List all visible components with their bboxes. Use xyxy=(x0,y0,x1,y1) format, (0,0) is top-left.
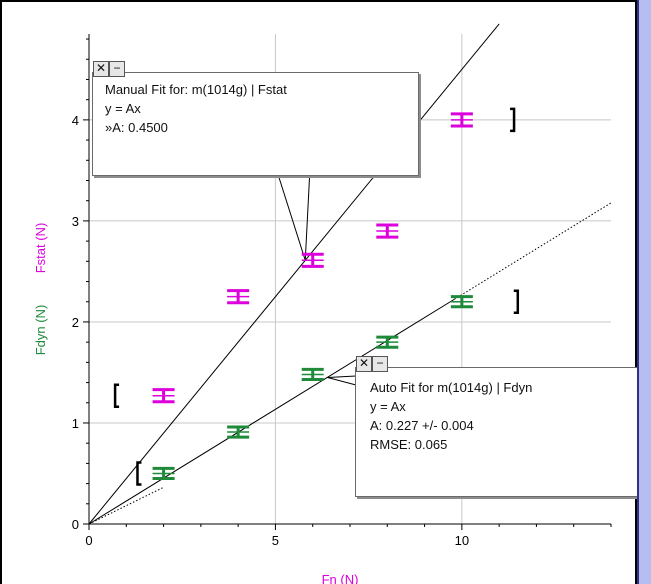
y-axis-label-fstat: Fstat (N) xyxy=(33,223,48,274)
data-points xyxy=(152,112,473,481)
window-side-strip xyxy=(637,0,651,584)
axes: 0 5 10 0 1 2 3 4 xyxy=(72,34,612,548)
range-bracket-left xyxy=(136,461,142,486)
manual-fit-title: Manual Fit for: m(1014g) | Fstat xyxy=(105,82,287,97)
fdyn-data-point xyxy=(301,367,324,382)
auto-fit-line-extension xyxy=(454,202,612,300)
close-icon[interactable]: ✕ xyxy=(356,356,372,372)
auto-fit-box-controls: ✕ − xyxy=(356,356,388,372)
x-axis-label: Fn (N) xyxy=(322,572,359,584)
manual-fit-equation: y = Ax xyxy=(105,101,141,116)
y-tick-label: 1 xyxy=(72,416,79,431)
auto-fit-rmse: RMSE: 0.065 xyxy=(370,437,448,452)
fdyn-data-point xyxy=(227,425,250,439)
y-tick-label: 0 xyxy=(72,517,79,532)
fdyn-data-point xyxy=(450,295,473,309)
y-axis-label-fdyn: Fdyn (N) xyxy=(33,305,48,356)
range-bracket-left xyxy=(113,383,120,408)
auto-fit-pointer xyxy=(327,377,357,386)
y-axis-labels: Fdyn (N) Fstat (N) xyxy=(33,223,48,356)
x-tick-label: 0 xyxy=(85,533,92,548)
fdyn-data-point xyxy=(152,466,175,481)
manual-fit-line xyxy=(88,23,500,525)
fstat-data-point xyxy=(152,388,175,404)
minimize-icon[interactable]: − xyxy=(109,61,125,77)
fstat-data-point xyxy=(450,112,473,128)
auto-fit-pointer xyxy=(327,375,357,379)
manual-fit-box[interactable]: ✕ − Manual Fit for: m(1014g) | Fstat y =… xyxy=(92,61,419,176)
manual-fit-pointer xyxy=(275,167,306,261)
fstat-data-point xyxy=(227,289,250,305)
annotation-pointers xyxy=(275,167,357,386)
y-tick-label: 3 xyxy=(72,214,79,229)
close-icon[interactable]: ✕ xyxy=(93,61,109,77)
range-bracket-right xyxy=(513,289,520,314)
y-tick-label: 4 xyxy=(72,113,79,128)
range-brackets xyxy=(113,107,520,486)
x-tick-label: 5 xyxy=(272,533,279,548)
y-tick-label: 2 xyxy=(72,315,79,330)
fstat-data-point xyxy=(301,252,324,268)
manual-fit-box-controls: ✕ − xyxy=(93,61,125,77)
fstat-data-point xyxy=(376,223,399,239)
minimize-icon[interactable]: − xyxy=(372,356,388,372)
manual-fit-pointer xyxy=(304,167,311,261)
fdyn-data-point xyxy=(376,335,399,349)
auto-fit-line-origin xyxy=(88,486,164,525)
auto-fit-equation: y = Ax xyxy=(370,399,406,414)
auto-fit-param: A: 0.227 +/- 0.004 xyxy=(370,418,474,433)
manual-fit-param[interactable]: »A: 0.4500 xyxy=(105,120,168,135)
auto-fit-box[interactable]: ✕ − Auto Fit for m(1014g) | Fdyn y = Ax … xyxy=(355,356,651,497)
x-tick-label: 10 xyxy=(455,533,469,548)
auto-fit-title: Auto Fit for m(1014g) | Fdyn xyxy=(370,380,533,395)
range-bracket-right xyxy=(510,107,516,133)
